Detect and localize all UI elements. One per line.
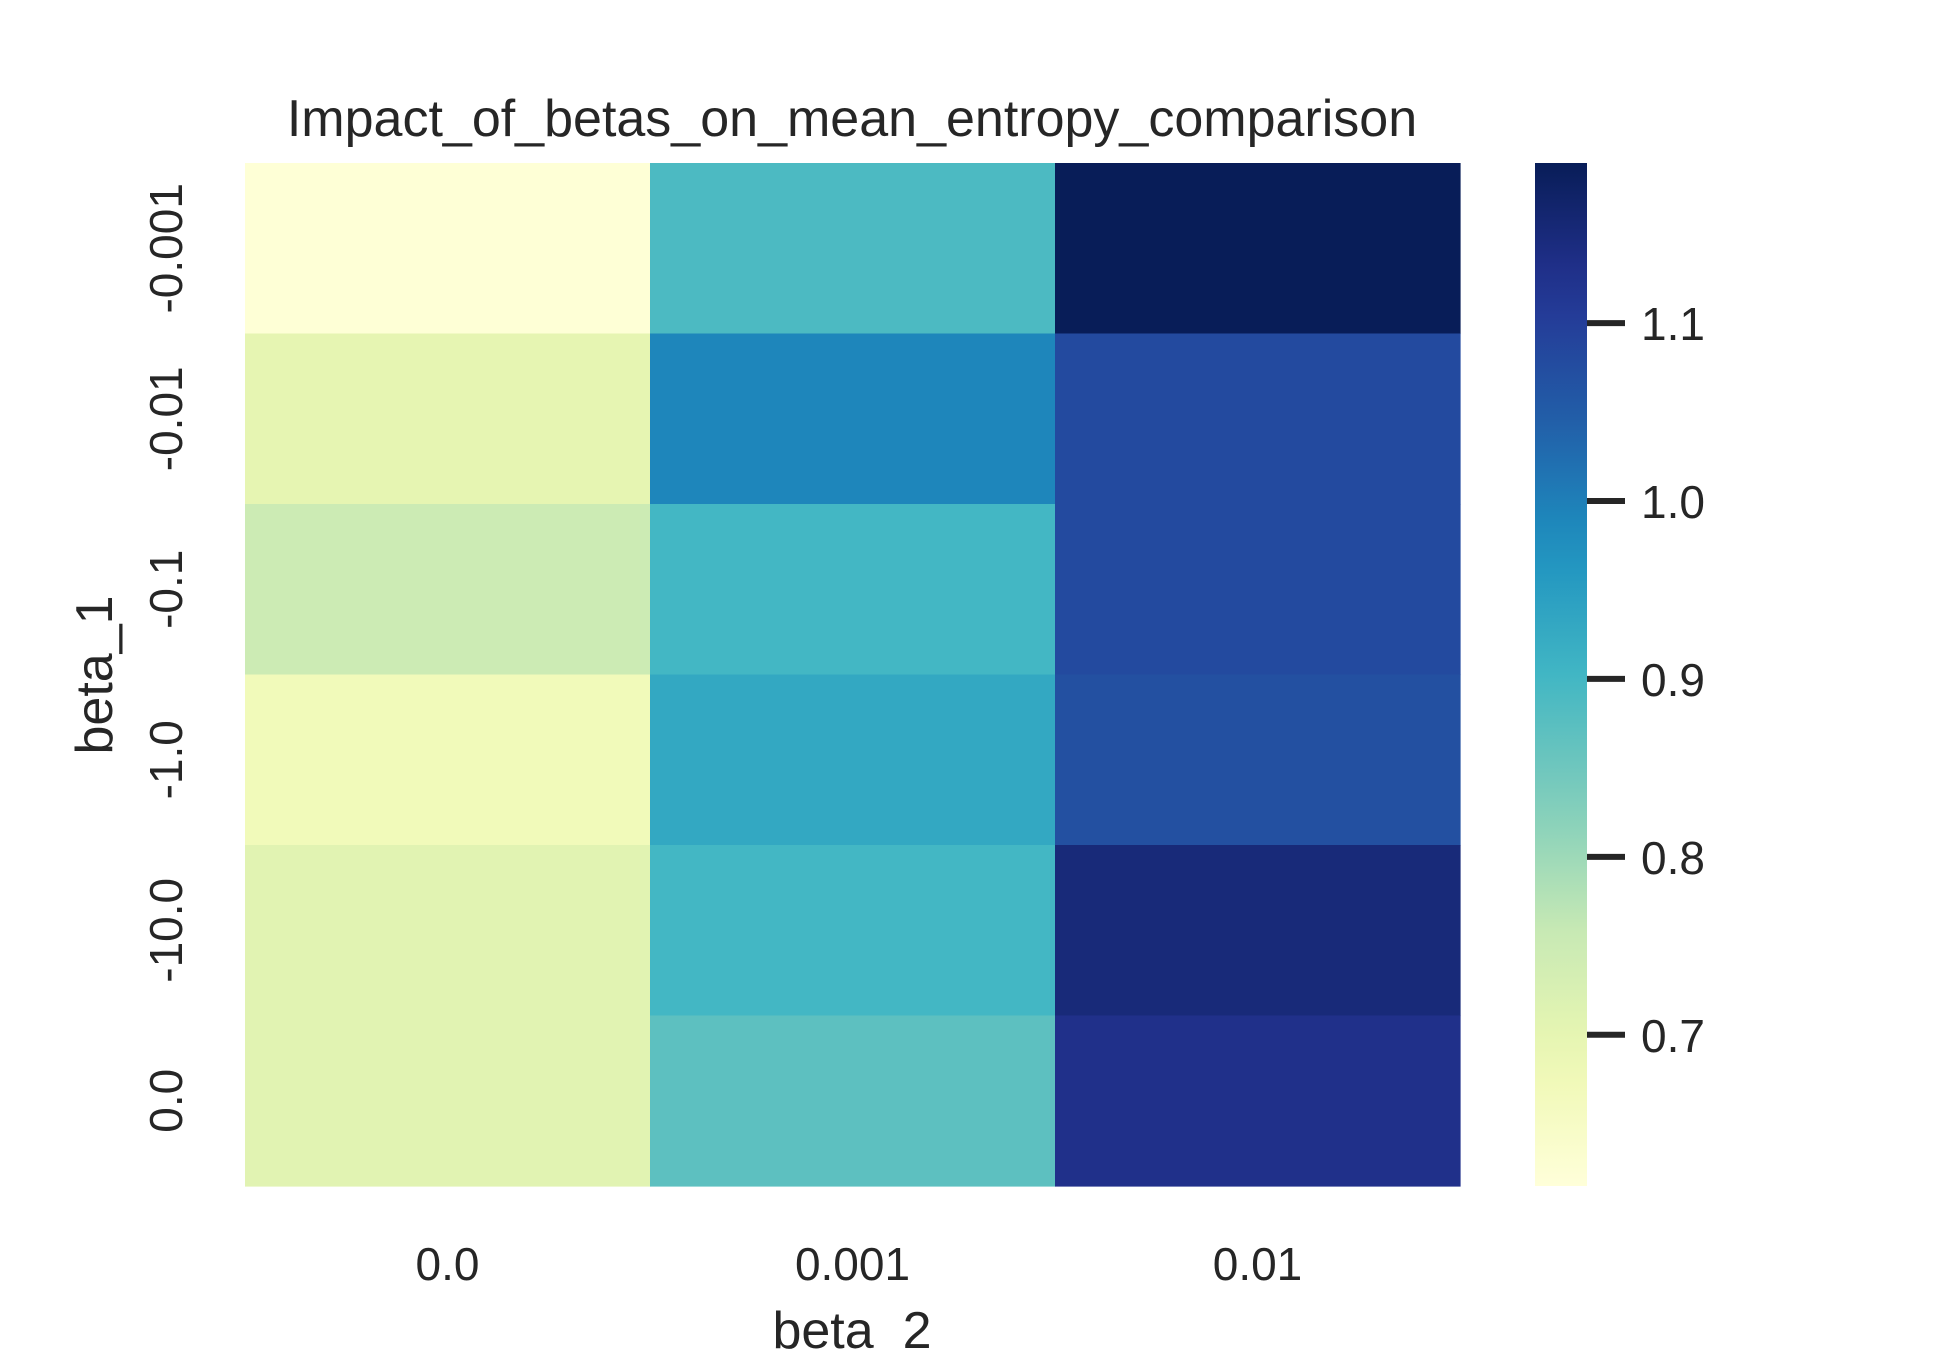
heatmap-cell: [1055, 504, 1461, 676]
colorbar: [1535, 163, 1587, 1186]
y-tick-label: -0.01: [140, 366, 192, 471]
colorbar-tick-label: 0.7: [1641, 1010, 1705, 1062]
y-tick-label: -1.0: [140, 720, 192, 799]
heatmap-cell: [245, 674, 651, 846]
y-tick-label: -10.0: [140, 878, 192, 983]
heatmap-cell: [1055, 845, 1461, 1017]
y-tick-label: 0.0: [140, 1069, 192, 1133]
heatmap-cells: [245, 163, 1461, 1187]
colorbar-tick-label: 0.8: [1641, 832, 1705, 884]
chart-title: Impact_of_betas_on_mean_entropy_comparis…: [287, 90, 1417, 148]
colorbar-tick-label: 0.9: [1641, 654, 1705, 706]
heatmap-cell: [1055, 333, 1461, 505]
x-tick-label: 0.001: [795, 1238, 910, 1290]
y-tick-labels: -0.001 -0.01 -0.1 -1.0 -10.0 0.0: [140, 183, 192, 1133]
heatmap-cell: [1055, 163, 1461, 335]
y-tick-label: -0.1: [140, 550, 192, 629]
heatmap-cell: [650, 845, 1056, 1017]
heatmap-cell: [650, 674, 1056, 846]
heatmap-cell: [245, 504, 651, 676]
colorbar-tick-label: 1.1: [1641, 298, 1705, 350]
x-tick-label: 0.0: [416, 1238, 480, 1290]
y-axis-label: beta_1: [66, 595, 124, 754]
colorbar-tick-label: 1.0: [1641, 476, 1705, 528]
heatmap-cell: [245, 333, 651, 505]
y-tick-label: -0.001: [140, 183, 192, 313]
heatmap-cell: [650, 504, 1056, 676]
heatmap-cell: [1055, 674, 1461, 846]
x-tick-labels: 0.0 0.001 0.01: [416, 1238, 1303, 1290]
x-axis-label: beta_2: [772, 1302, 931, 1350]
heatmap-cell: [245, 845, 651, 1017]
heatmap-cell: [245, 1015, 651, 1187]
heatmap-cell: [650, 333, 1056, 505]
heatmap-cell: [650, 163, 1056, 335]
x-tick-label: 0.01: [1213, 1238, 1303, 1290]
heatmap-cell: [650, 1015, 1056, 1187]
colorbar-ticks: 0.7 0.8 0.9 1.0 1.1: [1587, 298, 1705, 1062]
heatmap-cell: [1055, 1015, 1461, 1187]
heatmap-cell: [245, 163, 651, 335]
